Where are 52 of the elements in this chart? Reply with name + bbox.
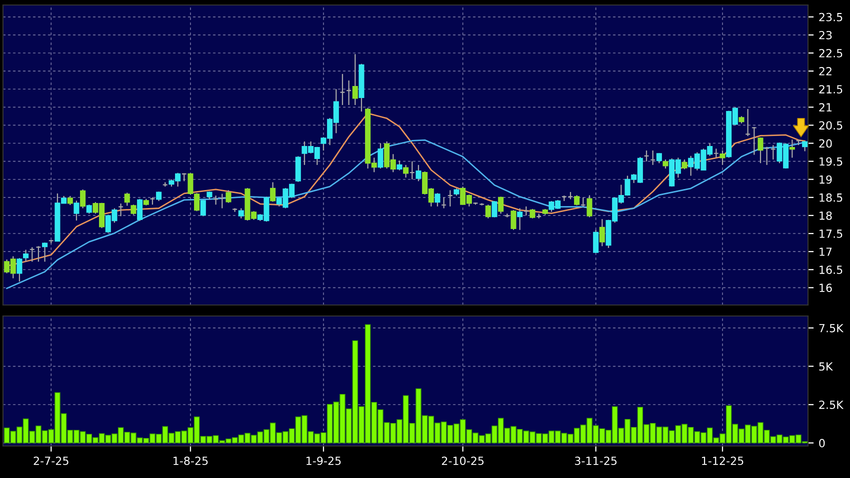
y-tick-label: 20 — [819, 139, 832, 148]
candlestick — [599, 218, 605, 247]
y-tick-label: 18.5 — [820, 193, 842, 202]
y-tick-label: 20.5 — [819, 121, 842, 130]
candlestick — [67, 195, 73, 206]
candlestick — [295, 156, 301, 182]
candlestick — [789, 139, 795, 158]
y-tick-label: 22 — [819, 67, 832, 76]
y-tick-label: 19 — [820, 175, 832, 184]
y-tick-label: 22.5 — [819, 48, 842, 58]
candlestick — [498, 196, 504, 214]
y-tick-label: 18 — [820, 211, 832, 220]
candlestick — [80, 188, 86, 209]
candlestick — [517, 208, 523, 230]
x-tick-label: 1-9-25 — [306, 456, 341, 466]
candlestick — [23, 249, 29, 262]
candlestick — [137, 198, 143, 222]
x-tick-label: 2-7-25 — [34, 456, 68, 466]
candlestick — [238, 208, 244, 219]
candlestick — [270, 182, 276, 202]
y-tick-label: 0 — [819, 438, 825, 448]
candlestick — [662, 158, 668, 170]
candlestick — [593, 229, 599, 254]
y-tick-label: 19.5 — [820, 157, 842, 166]
candlestick — [74, 200, 80, 222]
x-tick-label: 2-10-25 — [442, 456, 484, 466]
y-tick-label: 2.5K — [819, 400, 844, 409]
candlestick — [682, 158, 688, 170]
candlestick — [434, 192, 440, 207]
candlestick — [802, 140, 808, 152]
x-tick-label: 1-12-25 — [702, 456, 744, 466]
candlestick — [130, 204, 136, 216]
candlestick — [396, 160, 402, 171]
candlestick — [200, 199, 206, 217]
y-tick-label: 21 — [819, 103, 832, 112]
candlestick — [86, 204, 92, 214]
candlestick — [492, 200, 498, 218]
y-tick-label: 5K — [819, 362, 834, 371]
y-tick-label: 23.5 — [819, 12, 842, 22]
x-tick-label: 3-11-25 — [574, 456, 617, 466]
y-tick-label: 17.5 — [820, 230, 842, 238]
y-tick-label: 7.5K — [819, 324, 844, 332]
y-tick-label: 16 — [820, 284, 832, 292]
candlestick — [16, 258, 22, 282]
y-tick-label: 23 — [819, 30, 832, 40]
y-tick-label: 17 — [820, 248, 832, 256]
y-tick-label: 21.5 — [819, 85, 842, 94]
candlestick — [124, 192, 130, 206]
y-tick-label: 16.5 — [820, 266, 842, 274]
candlestick — [485, 204, 491, 219]
candlestick — [378, 142, 384, 170]
x-tick-label: 1-8-25 — [174, 456, 208, 466]
